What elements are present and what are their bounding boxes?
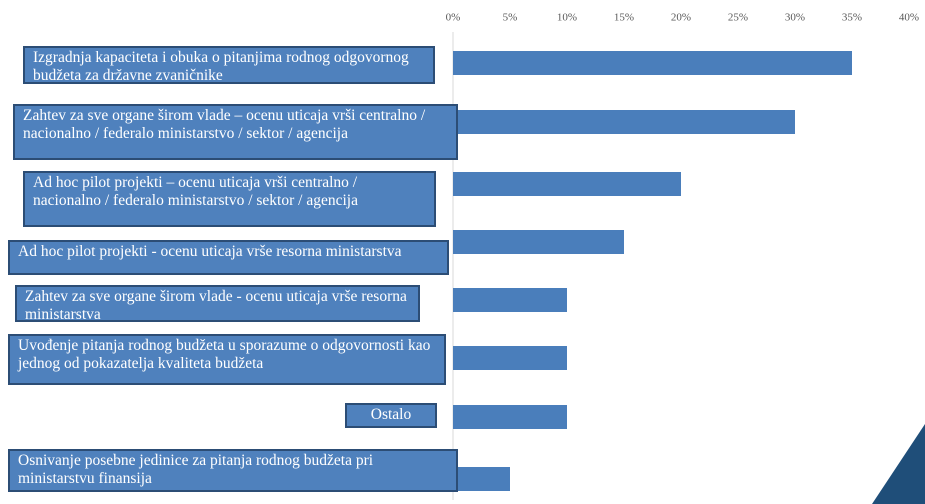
bar [453, 51, 852, 75]
category-label: Zahtev za sve organe širom vlade – ocenu… [13, 104, 458, 160]
bar [453, 405, 567, 429]
x-tick-label: 40% [899, 12, 919, 24]
category-label: Ostalo [345, 403, 437, 428]
category-label: Ad hoc pilot projekti - ocenu uticaja vr… [8, 240, 449, 275]
category-label: Izgradnja kapaciteta i obuka o pitanjima… [23, 46, 435, 84]
x-tick-label: 10% [557, 12, 577, 24]
bar [453, 230, 624, 254]
bar [453, 110, 795, 134]
x-tick-label: 35% [842, 12, 862, 24]
category-label: Zahtev za sve organe širom vlade - ocenu… [15, 285, 420, 323]
x-tick-label: 25% [728, 12, 748, 24]
x-tick-label: 20% [671, 12, 691, 24]
bar [453, 288, 567, 312]
x-tick-label: 0% [446, 12, 461, 24]
bar [453, 172, 681, 196]
category-label: Osnivanje posebne jedinice za pitanja ro… [8, 449, 458, 492]
bar [453, 346, 567, 370]
bar [453, 467, 510, 491]
x-tick-label: 15% [614, 12, 634, 24]
corner-decoration [872, 424, 925, 504]
x-tick-label: 5% [503, 12, 518, 24]
category-label: Ad hoc pilot projekti – ocenu uticaja vr… [23, 171, 436, 227]
x-tick-label: 30% [785, 12, 805, 24]
category-label: Uvođenje pitanja rodnog budžeta u sporaz… [8, 334, 446, 385]
